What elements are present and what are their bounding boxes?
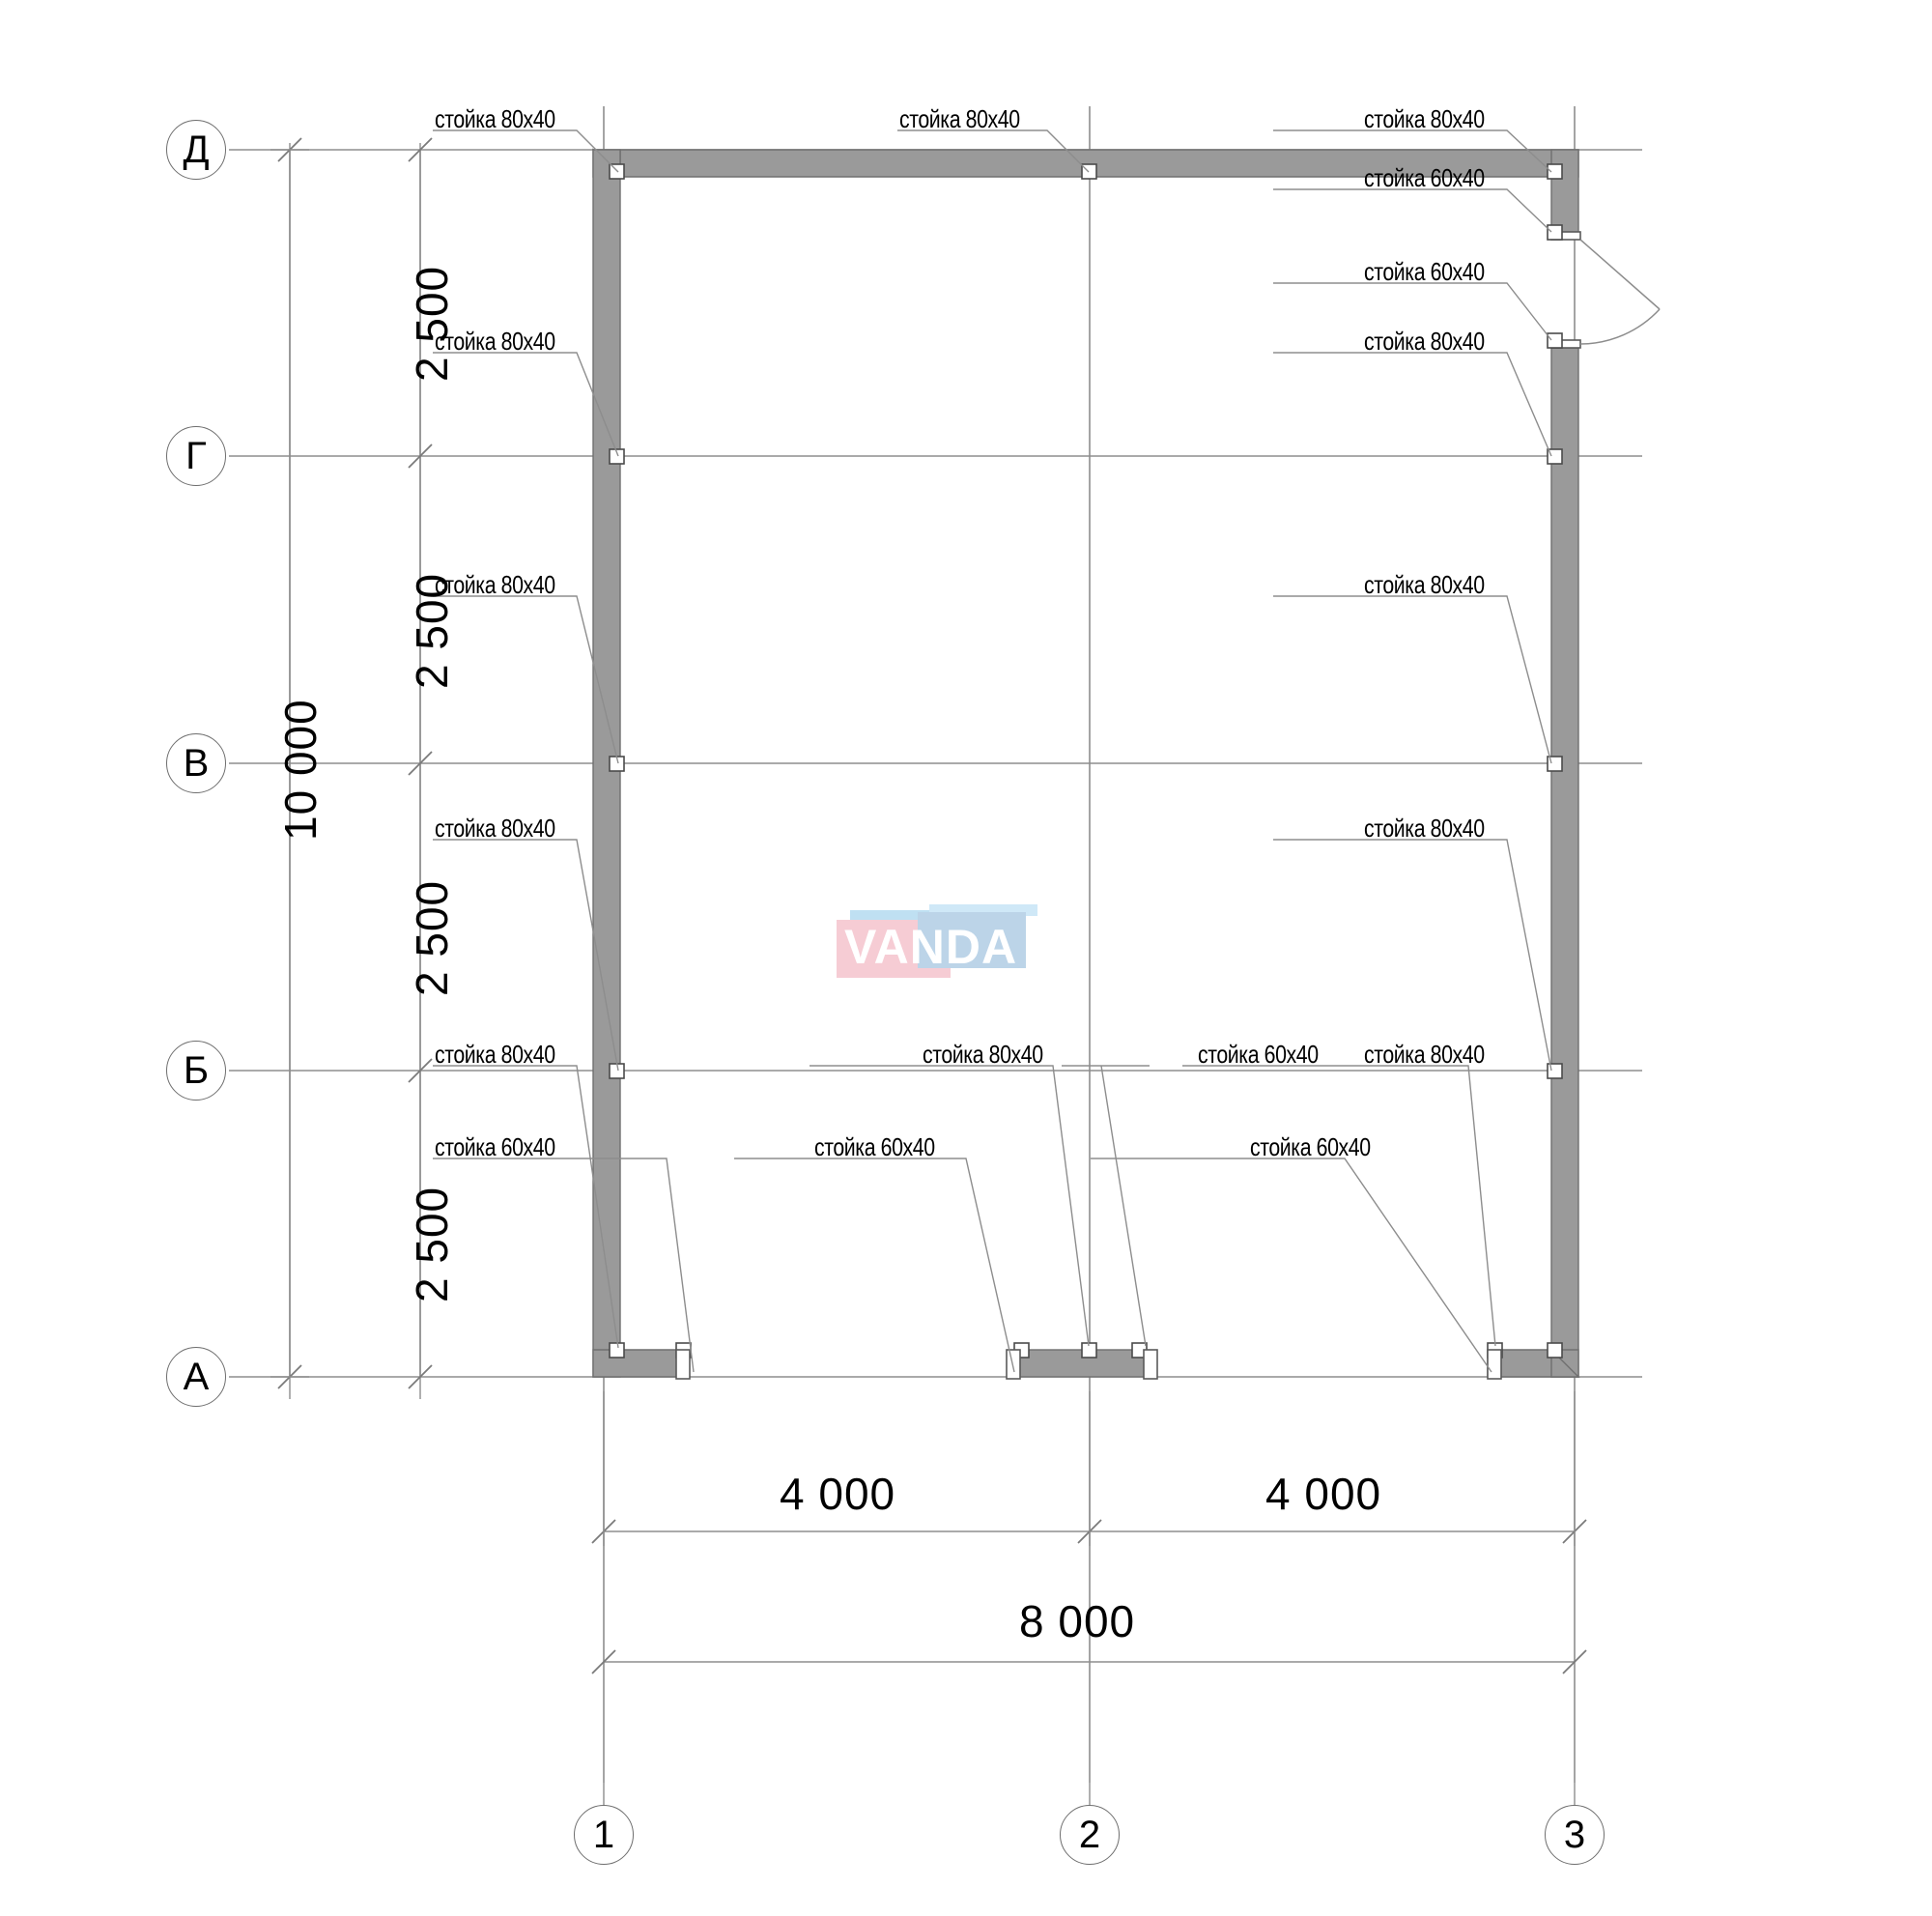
axis-bubble-v[interactable]: В bbox=[166, 733, 226, 793]
axis-bubble-stems bbox=[603, 1783, 1576, 1805]
annotation-label: стойка 60x40 bbox=[1198, 1040, 1319, 1069]
annotation-label: стойка 80x40 bbox=[923, 1040, 1043, 1069]
dim-vertical-4: 2 500 bbox=[407, 1186, 457, 1302]
dim-horizontal-2: 4 000 bbox=[1265, 1469, 1382, 1519]
dimension-lines bbox=[270, 137, 1587, 1674]
annotation-label: стойка 80x40 bbox=[435, 1040, 555, 1069]
axis-bubble-3[interactable]: 3 bbox=[1545, 1805, 1605, 1865]
annotation-label: стойка 80x40 bbox=[435, 814, 555, 843]
annotation-label: стойка 80x40 bbox=[1364, 570, 1485, 599]
annotation-leaders bbox=[433, 129, 1552, 1373]
annotation-label: стойка 80x40 bbox=[899, 104, 1020, 133]
axis-bubble-2[interactable]: 2 bbox=[1060, 1805, 1120, 1865]
axis-bubble-d[interactable]: Д bbox=[166, 120, 226, 180]
annotation-label: стойка 80x40 bbox=[435, 570, 555, 599]
axis-bubble-g[interactable]: Г bbox=[166, 426, 226, 486]
axis-bubble-1[interactable]: 1 bbox=[574, 1805, 634, 1865]
annotation-label: стойка 80x40 bbox=[1364, 814, 1485, 843]
axis-bubble-b[interactable]: Б bbox=[166, 1041, 226, 1101]
dim-vertical-3: 2 500 bbox=[407, 879, 457, 996]
frame-posts bbox=[609, 163, 1563, 1380]
annotation-label: стойка 60x40 bbox=[814, 1132, 935, 1161]
dim-horizontal-1: 4 000 bbox=[780, 1469, 896, 1519]
annotation-label: стойка 80x40 bbox=[1364, 104, 1485, 133]
annotation-label: стойка 80x40 bbox=[1364, 327, 1485, 356]
annotation-label: стойка 60x40 bbox=[1364, 163, 1485, 192]
annotation-label: стойка 60x40 bbox=[435, 1132, 555, 1161]
annotation-label: стойка 60x40 bbox=[1250, 1132, 1371, 1161]
annotation-label: стойка 80x40 bbox=[435, 104, 555, 133]
dim-overall-horizontal: 8 000 bbox=[1019, 1596, 1136, 1646]
annotation-label: стойка 60x40 bbox=[1364, 257, 1485, 286]
axis-bubble-a[interactable]: А bbox=[166, 1347, 226, 1407]
dim-overall-vertical: 10 000 bbox=[275, 699, 326, 841]
annotation-label: стойка 80x40 bbox=[1364, 1040, 1485, 1069]
door-opening-right-wall bbox=[1550, 231, 1661, 349]
annotation-label: стойка 80x40 bbox=[435, 327, 555, 356]
dim-vertical-1: 2 500 bbox=[407, 265, 457, 382]
